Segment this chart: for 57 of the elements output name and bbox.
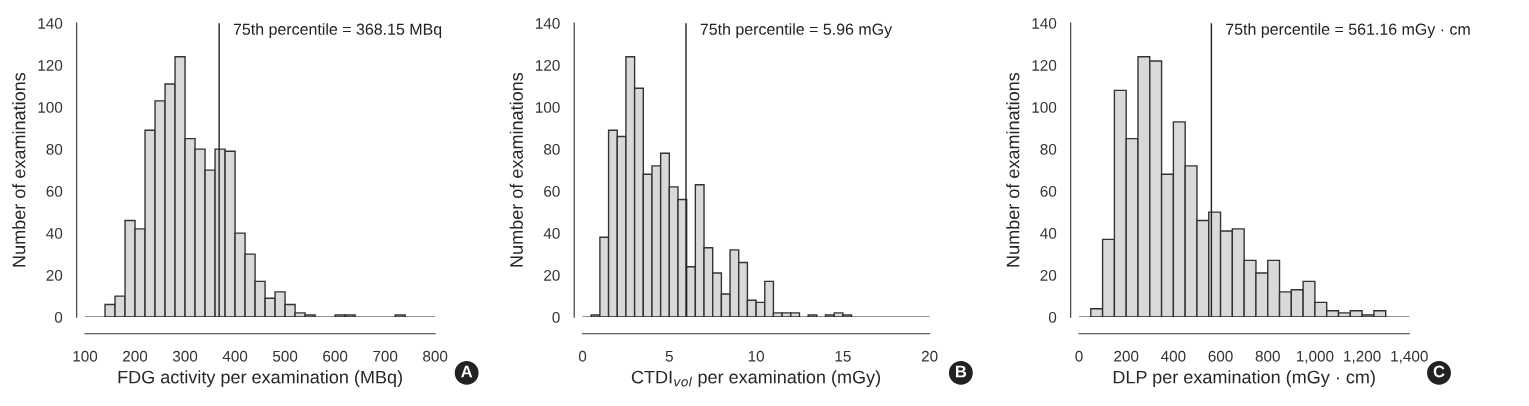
- text: B: [955, 365, 967, 378]
- y-tick-label: 40: [46, 227, 63, 239]
- x-axis-title: CTDI$_{vol}$ per examination (mGy): [631, 370, 880, 388]
- y-tick-label: 20: [544, 269, 560, 281]
- y-tick-label: 100: [536, 101, 560, 113]
- y-tick-label: 140: [536, 18, 560, 29]
- y-tick-label: 80: [46, 143, 63, 155]
- y-tick-label: 0: [552, 311, 560, 323]
- x-tick-label: 800: [1255, 350, 1280, 362]
- x-tick-label: 0: [578, 350, 587, 362]
- y-tick-label: 40: [1040, 227, 1057, 239]
- x-tick-label: 200: [123, 350, 148, 362]
- ref-line-label: 75th percentile = 561.16 mGy · cm: [1226, 23, 1470, 39]
- y-tick-label: 80: [1040, 143, 1057, 155]
- x-tick-label: 200: [1114, 350, 1139, 362]
- y-tick-label: 60: [46, 185, 63, 197]
- y-tick-label: 40: [543, 227, 560, 239]
- x-tick-label: 600: [1208, 350, 1233, 362]
- x-tick-label: 700: [373, 350, 398, 362]
- y-tick-label: 20: [1040, 269, 1057, 281]
- y-axis-title: Number of examinations: [1006, 72, 1020, 267]
- y-tick-label: 80: [544, 143, 560, 155]
- x-tick-label: 500: [272, 350, 298, 362]
- x-tick-label: 1,000: [1296, 350, 1334, 364]
- y-tick-label: 60: [1040, 185, 1057, 197]
- x-axis-title: DLP per examination (mGy · cm): [1113, 370, 1375, 388]
- x-axis-title: FDG activity per examination (MBq): [118, 370, 402, 388]
- x-tick-label: 400: [1160, 350, 1186, 362]
- x-tick-label: 10: [748, 350, 764, 362]
- x-tick-label: 15: [835, 350, 851, 362]
- ref-line-label: 75th percentile = 5.96 mGy: [700, 23, 893, 39]
- x-tick-label: 20: [921, 350, 938, 362]
- x-tick-label: 5: [665, 350, 673, 362]
- x-tick-label: 800: [423, 350, 448, 362]
- y-tick-label: 0: [54, 311, 63, 323]
- y-axis-title: Number of examinations: [509, 72, 523, 267]
- x-tick-label: 1,400: [1391, 350, 1428, 364]
- y-tick-label: 60: [544, 185, 560, 197]
- x-tick-label: 600: [323, 350, 348, 362]
- y-tick-label: 140: [1032, 18, 1057, 29]
- ref-line-label: 75th percentile = 368.15 MBq: [233, 23, 442, 39]
- text: A: [461, 365, 473, 378]
- y-tick-label: 140: [38, 18, 63, 29]
- y-tick-label: 120: [38, 60, 63, 71]
- y-tick-label: 120: [536, 60, 560, 71]
- y-tick-label: 20: [46, 269, 63, 281]
- y-tick-label: 100: [38, 101, 63, 113]
- y-tick-label: 0: [1048, 311, 1057, 323]
- y-tick-label: 120: [1032, 60, 1057, 71]
- x-tick-label: 0: [1075, 350, 1083, 362]
- text: C: [1433, 365, 1445, 378]
- y-tick-label: 100: [1032, 101, 1057, 113]
- x-tick-label: 100: [73, 350, 98, 362]
- x-tick-label: 1,200: [1344, 350, 1381, 364]
- x-tick-label: 300: [172, 350, 198, 362]
- y-axis-title: Number of examinations: [12, 72, 26, 267]
- x-tick-label: 400: [222, 350, 248, 362]
